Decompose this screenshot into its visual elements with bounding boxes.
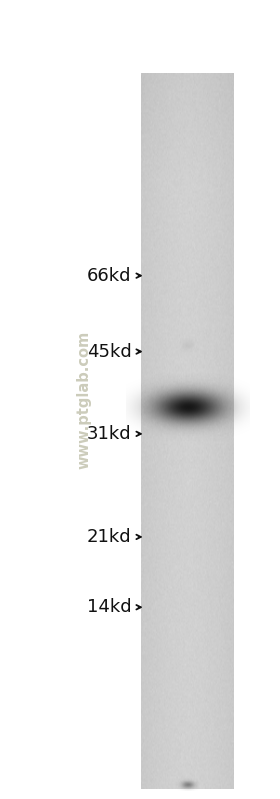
Text: 14kd: 14kd — [87, 598, 132, 616]
Text: 45kd: 45kd — [87, 343, 132, 360]
Text: 31kd: 31kd — [87, 425, 132, 443]
Text: 21kd: 21kd — [87, 528, 132, 546]
Text: www.ptglab.com: www.ptglab.com — [76, 330, 92, 469]
Text: 66kd: 66kd — [87, 267, 132, 284]
